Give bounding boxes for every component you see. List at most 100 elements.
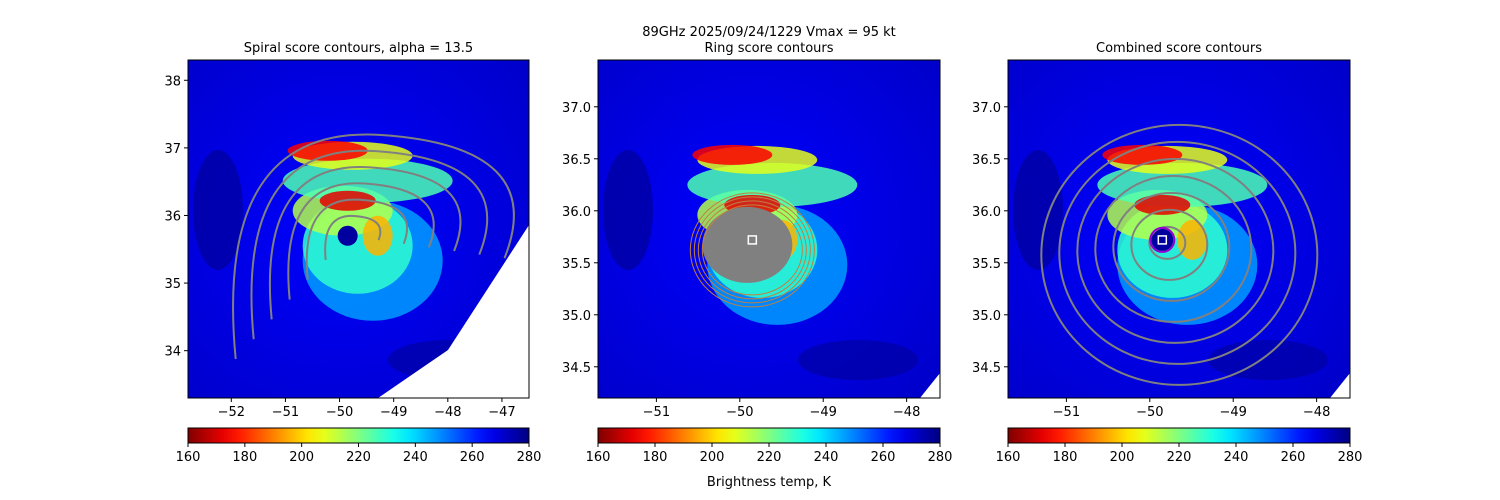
field-feature xyxy=(1013,150,1063,270)
field-feature xyxy=(362,215,393,256)
colorbar-label: Brightness temp, K xyxy=(707,475,832,490)
y-tick-label: 35.5 xyxy=(972,257,1001,272)
y-tick-label: 35 xyxy=(164,277,181,292)
y-tick-label: 35.0 xyxy=(972,309,1001,324)
y-tick-label: 36.0 xyxy=(972,205,1001,220)
contour-line xyxy=(232,133,515,360)
colorbar-tick-label: 180 xyxy=(643,450,668,465)
colorbar: 160 180 200 220 240 260 280 xyxy=(586,427,953,465)
panel-title: Ring score contours xyxy=(704,41,833,56)
panel-3: Combined score contours −51 −50 −49 −48 34.5 3… xyxy=(972,41,1362,465)
no-data-region xyxy=(920,373,940,398)
panel-title: Combined score contours xyxy=(1096,41,1262,56)
colorbar-tick-label: 240 xyxy=(814,450,839,465)
x-tick-label: −51 xyxy=(643,405,670,420)
y-tick-label: 37.0 xyxy=(562,101,591,116)
field-feature xyxy=(687,162,858,207)
colorbar-tick-label: 180 xyxy=(1053,450,1078,465)
score-contours xyxy=(689,192,815,308)
contour-line xyxy=(268,166,462,320)
colorbar-tick-label: 260 xyxy=(1281,450,1306,465)
contour-line xyxy=(697,200,807,300)
colorbar: 160 180 200 220 240 260 280 xyxy=(176,427,542,465)
y-tick-label: 36.5 xyxy=(562,153,591,168)
x-tick-label: −48 xyxy=(893,405,920,420)
colorbar-tick-label: 280 xyxy=(517,450,542,465)
colorbar-tick-label: 220 xyxy=(346,450,371,465)
field-feature xyxy=(1208,340,1328,380)
colorbar-tick-label: 220 xyxy=(757,450,782,465)
y-tick-label: 35.0 xyxy=(562,309,591,324)
contour-line xyxy=(324,214,382,261)
y-tick-label: 34.5 xyxy=(562,361,591,376)
brightness-field xyxy=(188,60,529,398)
x-tick-label: −49 xyxy=(380,405,407,420)
x-tick-label: −51 xyxy=(272,405,299,420)
field-feature xyxy=(798,340,918,380)
colorbar-tick-label: 220 xyxy=(1167,450,1192,465)
x-tick-label: −50 xyxy=(326,405,353,420)
colorbar-tick-label: 240 xyxy=(403,450,428,465)
x-tick-label: −50 xyxy=(1136,405,1163,420)
x-tick-label: −52 xyxy=(218,405,245,420)
contour-line xyxy=(701,204,803,296)
colorbar-tick-label: 260 xyxy=(460,450,485,465)
colorbar-tick-label: 160 xyxy=(586,450,611,465)
contour-line xyxy=(1040,123,1319,386)
y-tick-label: 34.5 xyxy=(972,361,1001,376)
colorbar-gradient xyxy=(187,427,530,444)
panel-title: Spiral score contours, alpha = 13.5 xyxy=(244,41,473,56)
contour-line xyxy=(305,198,409,280)
contour-line xyxy=(250,149,489,340)
y-tick-label: 36.0 xyxy=(562,205,591,220)
storm-eye xyxy=(1151,228,1174,251)
y-tick-label: 37 xyxy=(164,142,181,157)
field-feature xyxy=(692,144,773,165)
y-tick-label: 35.5 xyxy=(562,257,591,272)
field-feature xyxy=(1177,219,1208,260)
colorbar-tick-label: 280 xyxy=(928,450,953,465)
axes-frame xyxy=(1007,59,1351,399)
field-feature xyxy=(193,150,243,270)
colorbar-tick-label: 200 xyxy=(700,450,725,465)
x-tick-label: −48 xyxy=(434,405,461,420)
colorbar-tick-label: 200 xyxy=(289,450,314,465)
no-data-region xyxy=(378,225,529,398)
y-tick-label: 34 xyxy=(164,345,181,360)
x-tick-label: −50 xyxy=(726,405,753,420)
contour-line xyxy=(1112,191,1231,302)
contour-line xyxy=(1130,208,1209,281)
y-tick-label: 38 xyxy=(164,74,181,89)
no-data-region xyxy=(1330,373,1350,398)
center-marker xyxy=(1157,235,1168,245)
y-tick-label: 36.5 xyxy=(972,153,1001,168)
colorbar-tick-label: 260 xyxy=(871,450,896,465)
panel-1: Spiral score contours, alpha = 13.5 −52 −5… xyxy=(164,41,541,465)
contour-line xyxy=(689,192,815,308)
panel-2: Ring score contours −51 −50 −49 −48 34.5 35.0 3… xyxy=(562,41,952,465)
colorbar-tick-label: 160 xyxy=(176,450,201,465)
x-tick-label: −51 xyxy=(1053,405,1080,420)
ring-contour xyxy=(1149,226,1176,253)
brightness-field xyxy=(1008,60,1350,398)
x-tick-label: −49 xyxy=(1220,405,1247,420)
colorbar-tick-label: 160 xyxy=(996,450,1021,465)
score-contours xyxy=(232,133,515,360)
x-tick-label: −48 xyxy=(1303,405,1330,420)
y-tick-label: 37.0 xyxy=(972,101,1001,116)
colorbar-tick-label: 180 xyxy=(232,450,257,465)
axes-frame xyxy=(187,59,530,399)
axes-frame xyxy=(597,59,941,399)
colorbar-tick-label: 280 xyxy=(1338,450,1363,465)
colorbar-tick-label: 200 xyxy=(1110,450,1135,465)
x-tick-label: −49 xyxy=(810,405,837,420)
field-feature xyxy=(282,158,453,203)
y-tick-label: 36 xyxy=(164,209,181,224)
storm-eye xyxy=(337,225,358,246)
colorbar: 160 180 200 220 240 260 280 xyxy=(996,427,1363,465)
contour-line xyxy=(693,196,811,304)
center-marker xyxy=(747,235,758,245)
field-feature xyxy=(603,150,653,270)
contour-line xyxy=(1076,157,1275,344)
